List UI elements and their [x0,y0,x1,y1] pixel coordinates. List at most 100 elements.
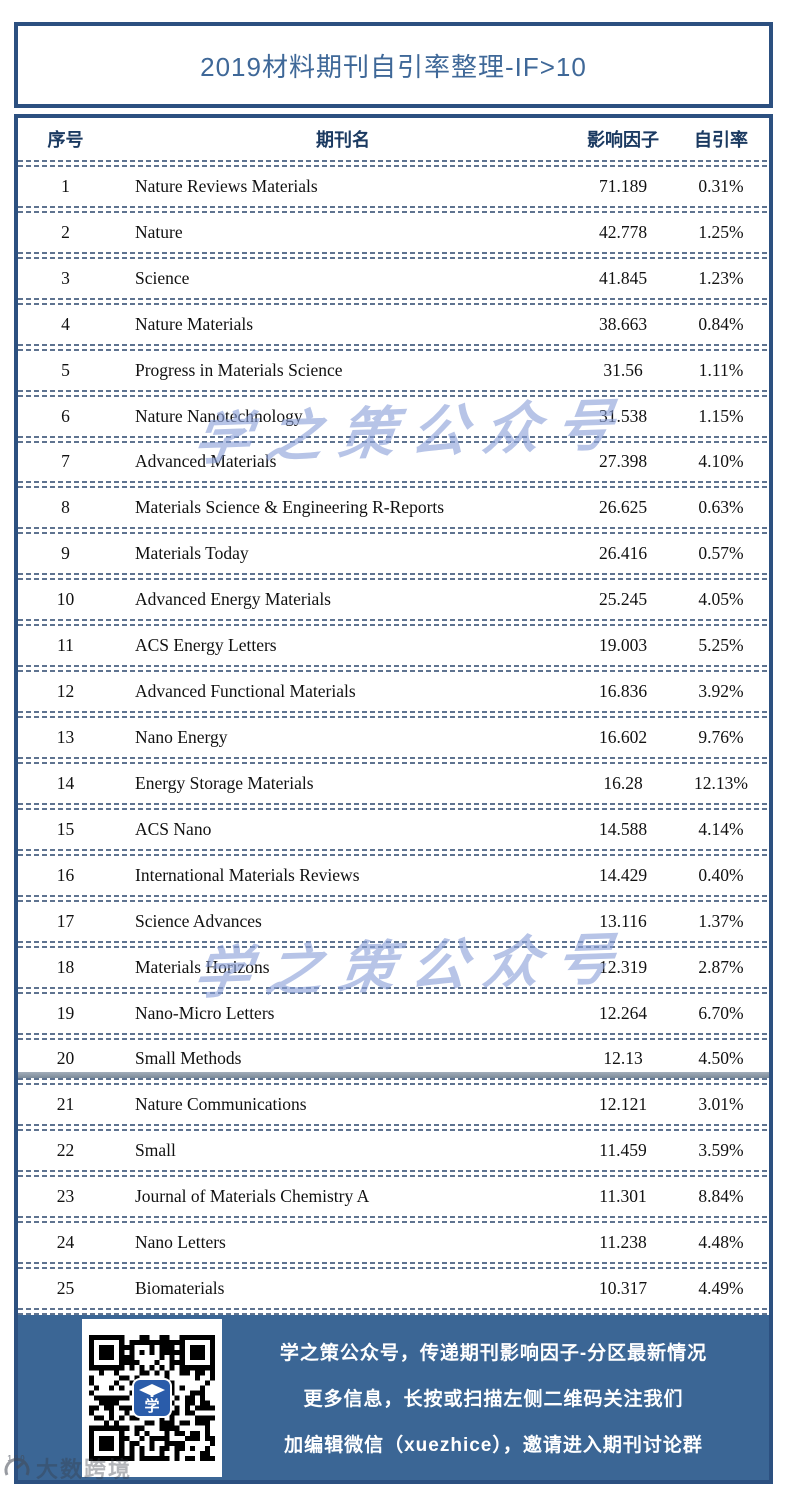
qr-center-logo: 学 [132,1378,172,1418]
table-row: 22 Small 11.459 3.59% [18,1131,769,1170]
cell-index: 12 [56,681,75,702]
cell-self-citation: 2.87% [698,956,744,977]
row-separator [18,160,769,167]
cell-self-citation: 4.10% [698,451,744,472]
cell-index: 9 [61,543,70,564]
row-separator [18,1124,769,1132]
cell-journal-name: Nano Energy [135,727,228,748]
row-separator [18,986,769,994]
cell-journal-name: Advanced Energy Materials [135,589,331,610]
footer-text-block: 学之策公众号，传递期刊影响因子-分区最新情况 更多信息，长按或扫描左侧二维码关注… [228,1315,759,1480]
row-separator [18,573,769,581]
table-header-row: 序号 期刊名 影响因子 自引率 [18,118,769,160]
header-impact-factor: 影响因子 [587,130,659,150]
svg-text:100: 100 [7,1454,26,1463]
cell-self-citation: 4.48% [698,1232,744,1253]
cell-journal-name: Nature Reviews Materials [135,175,318,196]
cell-self-citation: 0.31% [698,175,744,196]
cell-journal-name: Materials Horizons [135,956,270,977]
cell-impact-factor: 42.778 [598,221,648,242]
header-self-citation: 自引率 [694,130,748,150]
cell-journal-name: ACS Nano [135,818,212,839]
cell-index: 2 [61,221,70,242]
row-separator [18,619,769,627]
row-separator [18,389,769,397]
qr-code [89,1335,215,1461]
cell-impact-factor: 12.121 [598,1094,648,1115]
cell-index: 15 [56,818,75,839]
cell-self-citation: 4.14% [698,818,744,839]
footer-line-2: 更多信息，长按或扫描左侧二维码关注我们 [303,1388,684,1410]
row-separator [18,1216,769,1224]
row-separator [18,756,769,764]
row-separator [18,1072,769,1086]
table-row: 9 Materials Today 26.416 0.57% [18,534,769,573]
cell-journal-name: Science [135,267,190,288]
table-row: 6 Nature Nanotechnology 31.538 1.15% [18,397,769,436]
cell-self-citation: 0.63% [698,497,744,518]
cell-impact-factor: 13.116 [599,910,647,931]
cell-impact-factor: 71.189 [598,175,648,196]
cell-impact-factor: 38.663 [598,313,648,334]
cell-index: 5 [61,359,70,380]
cell-impact-factor: 31.538 [598,405,648,426]
cell-index: 10 [56,589,75,610]
footer-line-1: 学之策公众号，传递期刊影响因子-分区最新情况 [279,1343,708,1365]
table-row: 17 Science Advances 13.116 1.37% [18,902,769,941]
cell-index: 23 [56,1186,75,1207]
cell-self-citation: 3.01% [698,1094,744,1115]
table-row: 14 Energy Storage Materials 16.28 12.13% [18,764,769,803]
table-row: 4 Nature Materials 38.663 0.84% [18,305,769,344]
title-box: 2019材料期刊自引率整理-IF>10 [14,22,773,108]
cell-self-citation: 12.13% [694,772,748,793]
row-separator [18,435,769,443]
cell-journal-name: International Materials Reviews [135,864,360,885]
corner-watermark: 100 大数跨境 [2,1452,132,1484]
table-row: 21 Nature Communications 12.121 3.01% [18,1085,769,1124]
table-row: 5 Progress in Materials Science 31.56 1.… [18,351,769,390]
cell-index: 20 [56,1048,75,1069]
cell-self-citation: 4.05% [698,589,744,610]
row-separator [18,940,769,948]
cell-journal-name: Nano-Micro Letters [135,1002,275,1023]
cell-impact-factor: 26.416 [598,543,648,564]
table-row: 16 International Materials Reviews 14.42… [18,856,769,895]
cell-journal-name: Progress in Materials Science [135,359,343,380]
row-separator [18,205,769,213]
cell-journal-name: Advanced Functional Materials [135,681,356,702]
row-separator [18,894,769,902]
cell-self-citation: 1.23% [698,267,744,288]
cell-journal-name: Nature Nanotechnology [135,405,303,426]
journal-table: 序号 期刊名 影响因子 自引率 1 Nature Reviews Materia… [14,114,773,1484]
cell-index: 7 [61,451,70,472]
cell-impact-factor: 41.845 [598,267,648,288]
cell-impact-factor: 26.625 [598,497,648,518]
cell-impact-factor: 16.28 [603,772,643,793]
cell-self-citation: 0.84% [698,313,744,334]
cell-index: 16 [56,864,75,885]
cell-journal-name: Journal of Materials Chemistry A [135,1186,370,1207]
cell-self-citation: 5.25% [698,635,744,656]
cell-index: 11 [57,635,74,656]
cell-index: 25 [56,1278,75,1299]
row-separator [18,1170,769,1178]
table-row: 15 ACS Nano 14.588 4.14% [18,810,769,849]
table-row: 1 Nature Reviews Materials 71.189 0.31% [18,167,769,206]
corner-watermark-text: 大数跨境 [36,1457,133,1482]
cell-journal-name: Energy Storage Materials [135,772,314,793]
cell-index: 17 [56,910,75,931]
cell-journal-name: Nature Materials [135,313,254,334]
row-separator [18,481,769,489]
table-body: 1 Nature Reviews Materials 71.189 0.31% … [18,160,769,1316]
cell-self-citation: 3.92% [698,681,744,702]
cell-self-citation: 0.40% [698,864,744,885]
cell-impact-factor: 27.398 [598,451,648,472]
cell-journal-name: Materials Science & Engineering R-Report… [135,497,445,518]
table-row: 13 Nano Energy 16.602 9.76% [18,718,769,757]
cell-index: 19 [56,1002,75,1023]
cell-impact-factor: 16.836 [598,681,648,702]
table-row: 18 Materials Horizons 12.319 2.87% [18,948,769,987]
table-row: 11 ACS Energy Letters 19.003 5.25% [18,626,769,665]
table-row: 20 Small Methods 12.13 4.50% [18,1040,769,1079]
cell-impact-factor: 14.429 [598,864,648,885]
